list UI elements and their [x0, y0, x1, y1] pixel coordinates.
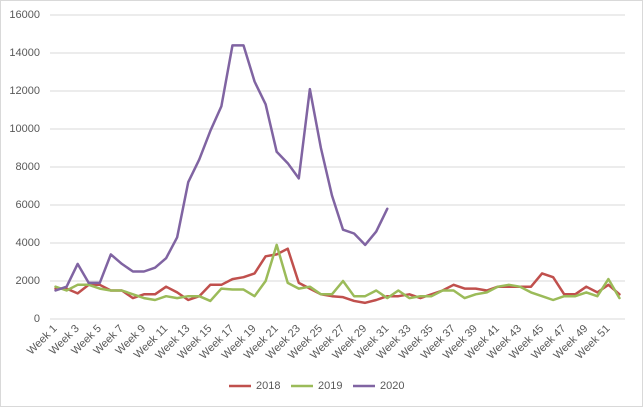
y-tick-label: 0: [34, 313, 40, 325]
y-tick-label: 14000: [9, 47, 40, 59]
y-tick-label: 10000: [9, 123, 40, 135]
legend-label: 2020: [380, 380, 404, 392]
y-tick-label: 6000: [16, 199, 40, 211]
series-line: [54, 243, 621, 303]
y-tick-label: 16000: [9, 9, 40, 21]
y-tick-label: 2000: [16, 275, 40, 287]
y-tick-label: 8000: [16, 161, 40, 173]
y-tick-label: 4000: [16, 237, 40, 249]
series-line: [54, 247, 621, 305]
legend-label: 2018: [256, 380, 280, 392]
y-tick-label: 12000: [9, 85, 40, 97]
series-line: [54, 44, 389, 292]
legend-label: 2019: [318, 380, 342, 392]
